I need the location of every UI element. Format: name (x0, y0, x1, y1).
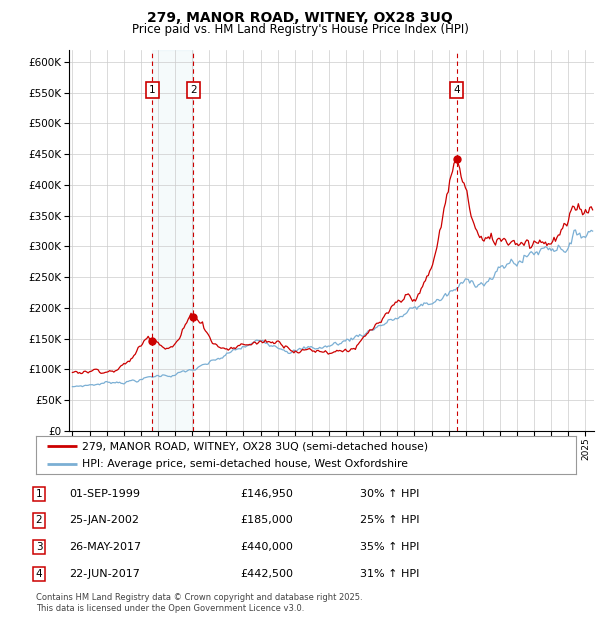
Text: £185,000: £185,000 (240, 515, 293, 526)
Text: £440,000: £440,000 (240, 542, 293, 552)
Text: 4: 4 (35, 569, 43, 579)
Text: 35% ↑ HPI: 35% ↑ HPI (360, 542, 419, 552)
Text: 30% ↑ HPI: 30% ↑ HPI (360, 489, 419, 499)
Text: 1: 1 (149, 85, 155, 95)
Text: 279, MANOR ROAD, WITNEY, OX28 3UQ: 279, MANOR ROAD, WITNEY, OX28 3UQ (147, 11, 453, 25)
Text: HPI: Average price, semi-detached house, West Oxfordshire: HPI: Average price, semi-detached house,… (82, 459, 408, 469)
Text: £442,500: £442,500 (240, 569, 293, 579)
Text: 1: 1 (35, 489, 43, 499)
Text: 25-JAN-2002: 25-JAN-2002 (69, 515, 139, 526)
Text: Contains HM Land Registry data © Crown copyright and database right 2025.
This d: Contains HM Land Registry data © Crown c… (36, 593, 362, 613)
Text: 22-JUN-2017: 22-JUN-2017 (69, 569, 140, 579)
Text: 279, MANOR ROAD, WITNEY, OX28 3UQ (semi-detached house): 279, MANOR ROAD, WITNEY, OX28 3UQ (semi-… (82, 441, 428, 451)
Bar (152, 50, 193, 431)
Text: 2: 2 (35, 515, 43, 526)
Text: 01-SEP-1999: 01-SEP-1999 (69, 489, 140, 499)
Text: 3: 3 (35, 542, 43, 552)
Text: 2: 2 (190, 85, 197, 95)
Text: 25% ↑ HPI: 25% ↑ HPI (360, 515, 419, 526)
Text: 4: 4 (454, 85, 460, 95)
Text: £146,950: £146,950 (240, 489, 293, 499)
Text: Price paid vs. HM Land Registry's House Price Index (HPI): Price paid vs. HM Land Registry's House … (131, 23, 469, 36)
Text: 26-MAY-2017: 26-MAY-2017 (69, 542, 141, 552)
Text: 31% ↑ HPI: 31% ↑ HPI (360, 569, 419, 579)
